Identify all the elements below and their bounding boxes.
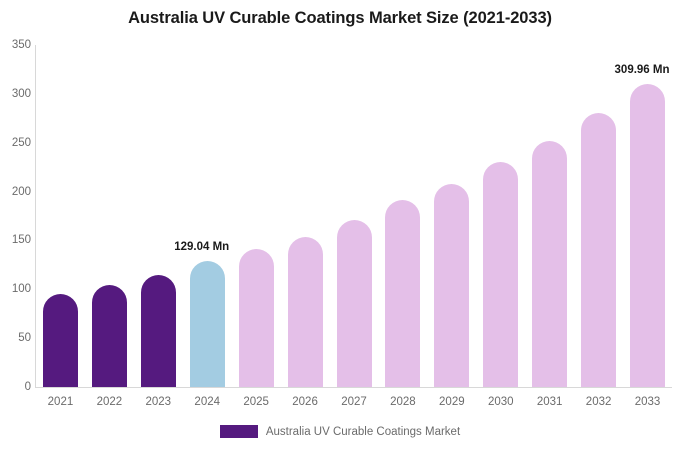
x-axis-tick-2030: 2030 xyxy=(487,396,514,408)
x-axis-tick-2032: 2032 xyxy=(585,396,612,408)
bar-rect xyxy=(42,294,78,387)
bar-2027[interactable] xyxy=(336,45,372,387)
x-axis-tick-2031: 2031 xyxy=(536,396,563,408)
y-axis-tick: 200 xyxy=(11,185,31,198)
y-axis-tick: 100 xyxy=(11,283,31,296)
x-axis-tick-2028: 2028 xyxy=(390,396,416,408)
value-label-2033: 309.96 Mn xyxy=(614,64,670,77)
bar-2031[interactable] xyxy=(532,45,568,387)
plot-area xyxy=(36,45,672,387)
legend-label: Australia UV Curable Coatings Market xyxy=(265,425,461,438)
x-axis-tick-2022: 2022 xyxy=(96,396,123,408)
x-axis-tick-2025: 2025 xyxy=(243,396,269,408)
y-axis-tick: 50 xyxy=(18,332,31,345)
bar-rect xyxy=(91,285,127,387)
x-axis-tick-2023: 2023 xyxy=(145,396,172,408)
bar-2024[interactable] xyxy=(189,45,225,387)
bar-2033[interactable] xyxy=(630,45,666,387)
legend-swatch xyxy=(219,425,258,438)
bar-2032[interactable] xyxy=(581,45,617,387)
bar-rect xyxy=(189,260,225,387)
y-axis-tick: 150 xyxy=(11,234,31,247)
bar-rect xyxy=(483,162,519,387)
bar-2025[interactable] xyxy=(238,45,274,387)
x-axis-tick-2021: 2021 xyxy=(47,396,74,408)
y-axis-tick: 250 xyxy=(11,136,31,149)
bar-2028[interactable] xyxy=(385,45,421,387)
y-axis-tick: 300 xyxy=(11,87,31,100)
x-axis-tick-2027: 2027 xyxy=(341,396,367,408)
bar-rect xyxy=(287,236,323,387)
bar-rect xyxy=(385,200,421,387)
chart-legend: Australia UV Curable Coatings Market xyxy=(0,425,680,438)
x-axis-line xyxy=(35,387,672,388)
bar-rect xyxy=(336,219,372,387)
y-axis-line xyxy=(35,45,36,388)
bar-2022[interactable] xyxy=(91,45,127,387)
bar-rect xyxy=(630,84,666,387)
bar-rect xyxy=(581,113,617,387)
chart-title: Australia UV Curable Coatings Market Siz… xyxy=(128,9,552,27)
bar-rect xyxy=(532,140,568,387)
y-axis-tick-labels: 0 50 100 150 200 250 300 350 xyxy=(0,0,31,450)
bar-2026[interactable] xyxy=(287,45,323,387)
bar-rect xyxy=(238,249,274,387)
bar-2030[interactable] xyxy=(483,45,519,387)
x-axis-tick-2024: 2024 xyxy=(194,396,221,408)
y-axis-tick: 0 xyxy=(24,381,31,393)
bar-2023[interactable] xyxy=(140,45,176,387)
bar-rect xyxy=(140,274,176,387)
bar-2021[interactable] xyxy=(42,45,78,387)
bar-2029[interactable] xyxy=(434,45,470,387)
value-label-2024: 129.04 Mn xyxy=(174,240,230,253)
y-axis-tick: 350 xyxy=(11,39,31,51)
x-axis-tick-2033: 2033 xyxy=(634,396,661,408)
x-axis-tick-2029: 2029 xyxy=(439,396,465,408)
bar-rect xyxy=(434,183,470,387)
x-axis-tick-2026: 2026 xyxy=(292,396,318,408)
